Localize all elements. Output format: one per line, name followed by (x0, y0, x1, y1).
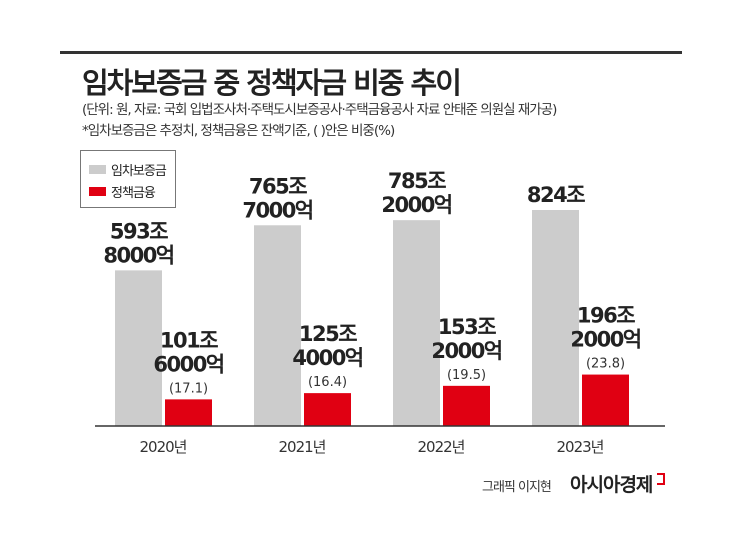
data-label: 153조 (438, 315, 496, 339)
chart-subtitle: (단위: 원, 자료: 국회 입법조사처·주택도시보증공사·주택금융공사 자료 … (82, 102, 557, 118)
bar-policy-finance (443, 385, 490, 426)
chart-note: *임차보증금은 추정치, 정책금융은 잔액기준, ( )안은 비중(%) (82, 123, 395, 139)
bar-policy-finance (304, 393, 351, 426)
data-label: 8000억 (103, 243, 173, 267)
data-label: 6000억 (153, 352, 223, 376)
data-label: 765조 (249, 174, 307, 198)
data-label: 2000억 (381, 193, 451, 217)
data-label: 4000억 (292, 346, 362, 370)
data-label: 101조 (160, 328, 218, 352)
share-label: (23.8) (586, 357, 625, 372)
data-label: 2000억 (570, 328, 640, 352)
bar-rental-deposit (254, 225, 301, 426)
graphic-credit: 그래픽 이지현 (482, 480, 552, 495)
data-label: 824조 (527, 183, 585, 207)
data-label: 593조 (110, 219, 168, 243)
data-label: 196조 (577, 304, 635, 328)
x-tick-label: 2021년 (279, 438, 326, 456)
data-label: 2000억 (431, 339, 501, 363)
x-tick-label: 2020년 (140, 438, 187, 456)
share-label: (19.5) (447, 368, 486, 383)
bar-rental-deposit (393, 220, 440, 426)
data-label: 125조 (299, 322, 357, 346)
brand-mark-icon (657, 473, 665, 485)
top-rule (60, 51, 682, 54)
bar-policy-finance (582, 374, 629, 426)
share-label: (17.1) (169, 381, 208, 396)
share-label: (16.4) (308, 375, 347, 390)
bar-rental-deposit (115, 270, 162, 426)
chart-title: 임차보증금 중 정책자금 비중 추이 (82, 66, 462, 100)
brand-logo: 아시아경제 (570, 474, 653, 496)
x-tick-label: 2022년 (418, 438, 465, 456)
legend-swatch-deposit (89, 165, 106, 174)
bar-policy-finance (165, 399, 212, 426)
legend-label-policy: 정책금융 (111, 186, 156, 201)
legend-item-deposit: 임차보증금 (89, 160, 167, 179)
legend-item-policy: 정책금융 (89, 182, 156, 201)
bar-rental-deposit (532, 210, 579, 426)
x-tick-label: 2023년 (557, 438, 604, 456)
data-label: 785조 (388, 169, 446, 193)
data-label: 7000억 (242, 198, 312, 222)
legend-swatch-policy (89, 187, 106, 196)
legend: 임차보증금 정책금융 (80, 150, 176, 208)
legend-label-deposit: 임차보증금 (111, 164, 167, 179)
